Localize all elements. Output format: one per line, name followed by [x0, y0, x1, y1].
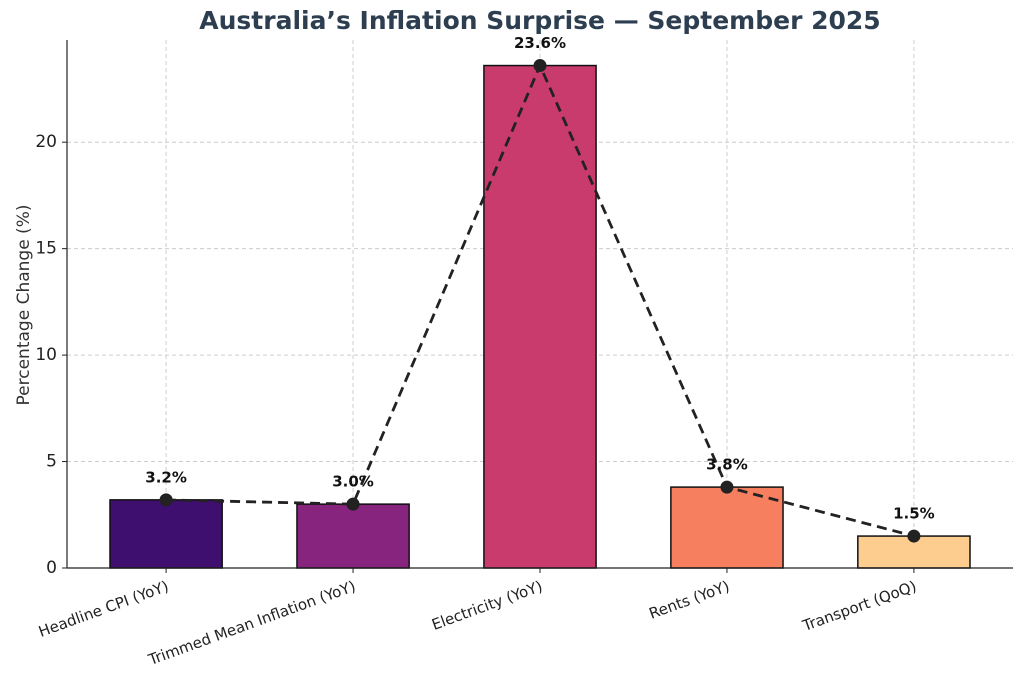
y-tick-label: 15 — [35, 239, 57, 259]
bar — [483, 64, 597, 569]
y-tick-label: 10 — [35, 345, 57, 365]
y-tick-label: 5 — [46, 452, 57, 472]
point — [720, 480, 734, 494]
chart-title: Australia’s Inflation Surprise — Septemb… — [199, 6, 880, 35]
point — [159, 493, 173, 507]
x-tick-label: Rents (YoY) — [647, 577, 732, 623]
value-label: 3.8% — [706, 456, 748, 474]
y-tick-label: 20 — [35, 132, 57, 152]
x-tick-label: Trimmed Mean Inflation (YoY) — [145, 577, 358, 669]
x-tick-label: Electricity (YoY) — [429, 577, 545, 634]
x-tick-label: Transport (QoQ) — [799, 577, 919, 635]
y-tick-label: 0 — [46, 558, 57, 578]
x-tick-label: Headline CPI (YoY) — [36, 577, 171, 641]
value-label: 23.6% — [514, 34, 566, 52]
value-label: 3.0% — [332, 473, 374, 491]
value-label: 1.5% — [893, 505, 935, 523]
bar — [296, 503, 410, 569]
y-axis-label: Percentage Change (%) — [14, 205, 34, 406]
point — [907, 529, 921, 543]
bar — [109, 499, 223, 569]
point — [346, 497, 360, 511]
point — [533, 59, 547, 73]
value-label: 3.2% — [145, 468, 187, 486]
bar — [670, 486, 784, 569]
